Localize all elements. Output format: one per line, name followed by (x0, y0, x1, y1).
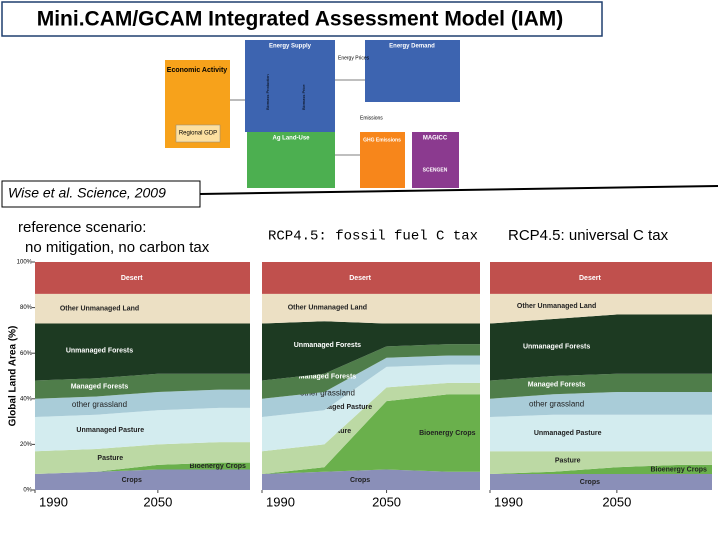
box-label: Ag Land-Use (272, 136, 310, 142)
y-tick-label: 80% (20, 305, 33, 311)
area-layer (262, 344, 480, 399)
layer-label: Other Unmanaged Land (517, 303, 596, 310)
x-tick-label: 1990 (494, 494, 523, 509)
layer-label: Managed Forests (71, 383, 129, 390)
arrow-label: Biomass Price (301, 84, 306, 110)
box-label: GHG Emissions (363, 137, 401, 143)
area-layer (490, 262, 712, 294)
area-layer (490, 464, 712, 475)
area-layer (490, 451, 712, 475)
x-tick-label: 2050 (372, 494, 401, 509)
diagram-box (245, 40, 335, 132)
layer-label: Desert (579, 275, 601, 282)
slide-title: Mini.CAM/GCAM Integrated Assessment Mode… (37, 8, 564, 31)
layer-label: Managed Forests (299, 374, 357, 381)
area-layer (262, 293, 480, 324)
area-layer (35, 469, 250, 490)
area-layer (35, 293, 250, 324)
layer-label: Desert (349, 275, 371, 282)
layer-label: Pasture (97, 455, 123, 462)
box-label: MAGICC (423, 136, 448, 142)
area-layer (262, 262, 480, 294)
area-layer (35, 389, 250, 418)
area-layer (490, 293, 712, 324)
citation: Wise et al. Science, 2009 (8, 185, 166, 201)
arrow-label: Energy Prices (338, 55, 370, 61)
layer-label: Unmanaged Forests (523, 344, 590, 351)
layer-label: Pasture (555, 457, 581, 464)
layer-label: Unmanaged Pasture (534, 430, 602, 437)
diagram-box (247, 132, 335, 188)
box-label: Energy Demand (389, 44, 435, 50)
layer-label: Other Unmanaged Land (60, 306, 139, 313)
diagram-box (175, 124, 221, 143)
area-layer (35, 323, 250, 381)
layer-label: Managed Forests (528, 382, 586, 389)
layer-label: Unmanaged Pasture (76, 427, 144, 434)
area-layer (490, 391, 712, 418)
box-label: Regional GDP (179, 131, 217, 137)
layer-label: Other Unmanaged Land (288, 305, 367, 312)
divider (199, 185, 719, 195)
x-tick-label: 1990 (39, 494, 68, 509)
arrow-label: Biomass Production (265, 74, 270, 110)
y-tick-label: 20% (20, 442, 33, 448)
y-tick-label: 40% (20, 396, 33, 402)
area-layer (262, 321, 480, 381)
area-layer (35, 462, 250, 475)
diagram-box (412, 132, 459, 188)
diagram-box (365, 40, 460, 102)
x-tick-label: 1990 (266, 494, 295, 509)
area-layer (490, 314, 712, 381)
box-label: Economic Activity (167, 67, 228, 74)
y-tick-label: 60% (20, 351, 33, 357)
layer-label: Bioenergy Crops (190, 463, 247, 470)
y-tick-label: 100% (17, 260, 33, 266)
layer-label: other grassland (529, 399, 584, 408)
layer-label: Bioenergy Crops (650, 466, 707, 473)
title-box (1, 1, 603, 37)
area-layer (35, 373, 250, 399)
area-layer (262, 382, 480, 475)
y-axis-label: Global Land Area (%) (8, 326, 19, 427)
x-tick-label: 2050 (602, 494, 631, 509)
area-layer (490, 414, 712, 452)
diagram: Energy Supply Energy Demand Economic Act… (165, 40, 460, 188)
y-tick-label: 0% (23, 488, 32, 494)
layer-label: Desert (121, 275, 143, 282)
area-layer (490, 373, 712, 399)
area-layer (35, 262, 250, 294)
layer-label: Crops (580, 479, 600, 486)
arrow-label: Emissions (360, 115, 383, 121)
layer-label: Unmanaged Forests (66, 347, 133, 354)
chart-subtitle: no mitigation, no carbon tax (25, 239, 210, 256)
chart-title: RCP4.5: universal C tax (508, 227, 669, 244)
diagram-box (360, 132, 405, 188)
box-label: Energy Supply (269, 44, 312, 50)
box-label: SCENGEN (423, 167, 448, 173)
area-layer (35, 407, 250, 452)
layer-label: Unmanaged Forests (294, 342, 361, 349)
chart-title: reference scenario: (18, 219, 146, 236)
area-layer (490, 474, 712, 490)
charts: Crops Bioenergy Crops Pasture Unmanaged Pas… (8, 219, 712, 509)
layer-label: Crops (350, 477, 370, 484)
area-layer (262, 469, 480, 490)
area-layer (262, 394, 480, 475)
chart-title: RCP4.5: fossil fuel C tax (268, 229, 478, 245)
layer-label: Bioenergy Crops (419, 430, 476, 437)
layer-label: Unmanaged Pasture (304, 404, 372, 411)
area-layer (262, 364, 480, 452)
layer-label: other grassland (72, 400, 127, 409)
layer-label: other grassland (300, 388, 355, 397)
x-tick-label: 2050 (143, 494, 172, 509)
area-layer (262, 355, 480, 418)
layer-label: Crops (122, 477, 142, 484)
area-layer (35, 442, 250, 475)
